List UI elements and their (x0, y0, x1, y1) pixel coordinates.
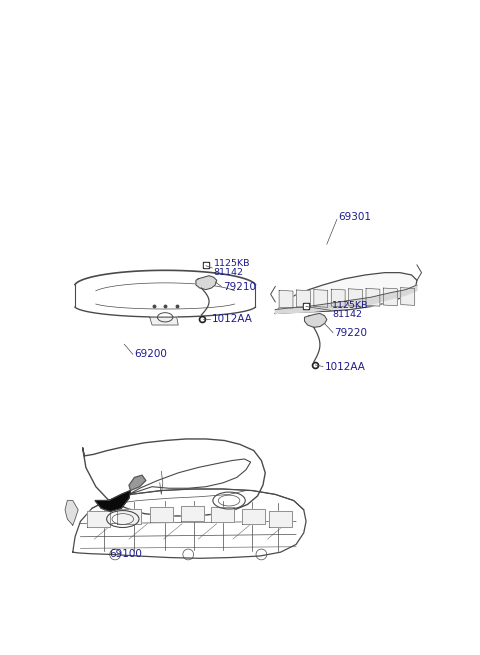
Polygon shape (65, 500, 78, 525)
Text: 81142: 81142 (332, 310, 362, 320)
Polygon shape (86, 512, 110, 527)
Polygon shape (348, 289, 362, 307)
Text: 1012AA: 1012AA (324, 362, 365, 371)
Text: 1125KB: 1125KB (214, 259, 250, 268)
Polygon shape (304, 314, 327, 328)
Polygon shape (275, 272, 417, 314)
Text: 1012AA: 1012AA (211, 314, 252, 324)
Polygon shape (242, 509, 265, 525)
Text: 69301: 69301 (338, 212, 372, 222)
Polygon shape (150, 317, 178, 325)
Text: 81142: 81142 (214, 268, 244, 277)
Polygon shape (180, 506, 204, 521)
Polygon shape (366, 288, 380, 306)
Polygon shape (196, 276, 217, 290)
Polygon shape (75, 271, 255, 317)
Polygon shape (279, 290, 293, 308)
Polygon shape (314, 290, 328, 307)
Polygon shape (211, 507, 234, 522)
Polygon shape (275, 285, 417, 314)
Polygon shape (401, 288, 415, 305)
Polygon shape (129, 475, 146, 491)
Polygon shape (297, 290, 311, 308)
Text: 79210: 79210 (223, 282, 256, 291)
Polygon shape (269, 512, 292, 527)
Polygon shape (73, 489, 306, 558)
Polygon shape (331, 290, 345, 307)
Polygon shape (150, 507, 173, 522)
Polygon shape (384, 288, 397, 306)
Polygon shape (129, 459, 251, 495)
Polygon shape (118, 509, 141, 525)
Text: 79220: 79220 (335, 328, 368, 338)
Text: 69200: 69200 (134, 349, 167, 359)
Polygon shape (95, 491, 131, 512)
Text: 1125KB: 1125KB (332, 301, 369, 310)
Polygon shape (83, 439, 265, 516)
Text: 69100: 69100 (109, 550, 142, 559)
